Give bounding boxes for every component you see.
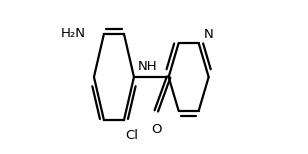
Text: Cl: Cl xyxy=(126,129,139,142)
Text: O: O xyxy=(151,123,162,136)
Text: H₂N: H₂N xyxy=(61,27,86,40)
Text: N: N xyxy=(204,28,213,41)
Text: NH: NH xyxy=(137,61,157,73)
